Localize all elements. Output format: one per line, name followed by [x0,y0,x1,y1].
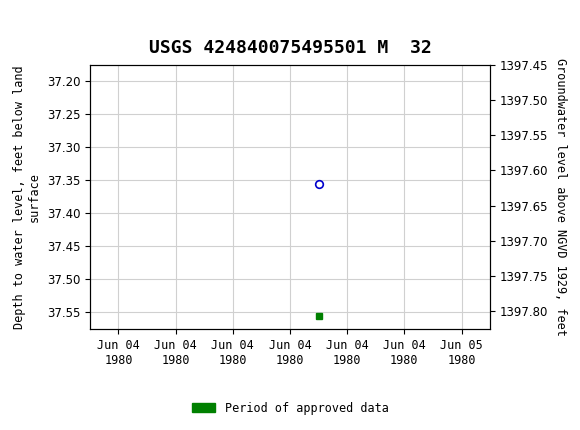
Y-axis label: Groundwater level above NGVD 1929, feet: Groundwater level above NGVD 1929, feet [554,58,567,336]
Y-axis label: Depth to water level, feet below land
surface: Depth to water level, feet below land su… [13,65,41,329]
Text: ≋USGS: ≋USGS [3,14,74,31]
Title: USGS 424840075495501 M  32: USGS 424840075495501 M 32 [148,40,432,57]
Legend: Period of approved data: Period of approved data [187,397,393,420]
